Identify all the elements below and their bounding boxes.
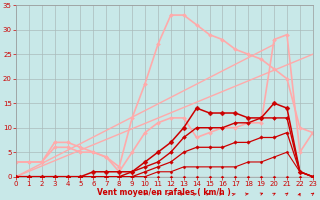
X-axis label: Vent moyen/en rafales ( km/h ): Vent moyen/en rafales ( km/h ) — [98, 188, 231, 197]
